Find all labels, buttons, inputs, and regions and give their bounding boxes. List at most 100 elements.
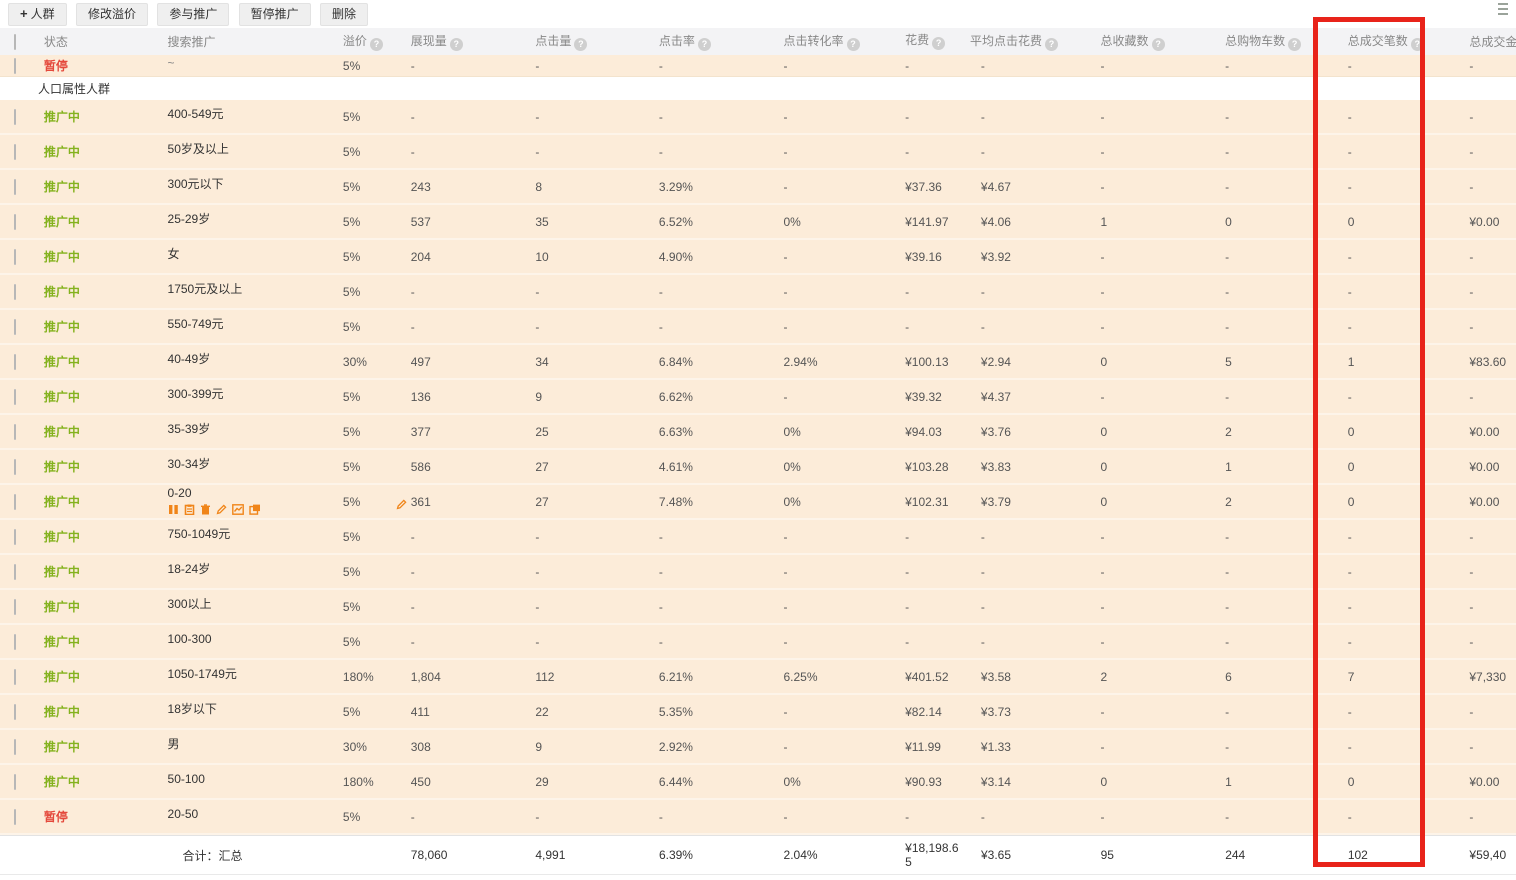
row-checkbox[interactable]	[14, 668, 16, 685]
row-checkbox[interactable]	[14, 178, 16, 195]
table-header: 状态 搜索推广 溢价? 展现量? 点击量? 点击率? 点击转化率? 花费? 平均…	[0, 28, 1516, 55]
row-checkbox[interactable]	[14, 248, 16, 265]
total-row: 合计：汇总 78,060 4,991 6.39% 2.04% ¥18,198.6…	[0, 835, 1516, 875]
row-checkbox[interactable]	[14, 458, 16, 475]
row-checkbox[interactable]	[14, 633, 16, 650]
clicks-value: -	[535, 634, 540, 649]
impressions-value: -	[410, 284, 415, 299]
status-badge: 推广中	[43, 320, 80, 334]
audience-name: 300以上	[167, 597, 212, 611]
help-icon[interactable]: ?	[846, 38, 860, 51]
column-settings-icon[interactable]	[1498, 3, 1508, 15]
cpc-value: -	[980, 634, 985, 649]
row-checkbox[interactable]	[14, 738, 16, 755]
cpc-value: ¥2.94	[980, 354, 1011, 369]
select-all-checkbox[interactable]	[14, 33, 16, 50]
col-cvr: 点击转化率?	[774, 32, 896, 51]
row-checkbox[interactable]	[14, 318, 16, 335]
premium-edit-pencil-icon[interactable]	[396, 498, 407, 510]
join-promotion-button[interactable]: 参与推广	[157, 3, 230, 26]
status-badge: 推广中	[43, 635, 80, 649]
row-checkbox[interactable]	[14, 703, 16, 720]
premium-value: 5%	[342, 599, 361, 614]
cpc-value: -	[980, 564, 985, 579]
delete-icon[interactable]	[200, 503, 211, 515]
add-audience-button[interactable]: + 人群	[8, 3, 67, 26]
help-icon[interactable]: ?	[369, 38, 383, 51]
favorites-value: 1	[1100, 214, 1108, 229]
cost-value: -	[905, 58, 910, 73]
cpc-value: -	[980, 809, 985, 824]
row-checkbox[interactable]	[14, 388, 16, 405]
copy-icon[interactable]	[248, 504, 261, 515]
total-impressions: 78,060	[410, 848, 448, 862]
amount-value: -	[1469, 704, 1474, 719]
report-icon[interactable]	[184, 504, 195, 515]
favorites-value: 0	[1100, 494, 1108, 509]
row-checkbox[interactable]	[14, 493, 16, 510]
pause-promotion-button[interactable]: 暂停推广	[238, 3, 311, 26]
premium-value: 5%	[342, 284, 361, 299]
cost-value: -	[905, 529, 910, 544]
orders-value: -	[1347, 389, 1352, 404]
col-search-promo: 搜索推广	[167, 35, 216, 49]
cvr-value: -	[783, 564, 788, 579]
clicks-value: 112	[535, 669, 555, 684]
cost-value: -	[905, 109, 910, 124]
status-badge: 推广中	[43, 670, 80, 684]
favorites-value: -	[1100, 249, 1105, 264]
help-icon[interactable]: ?	[449, 38, 463, 51]
ctr-value: -	[658, 284, 663, 299]
carts-value: 5	[1225, 354, 1232, 369]
impressions-value: -	[410, 319, 415, 334]
orders-value: -	[1347, 739, 1352, 754]
help-icon[interactable]: ?	[932, 37, 946, 50]
row-checkbox[interactable]	[14, 563, 16, 580]
impressions-value: 450	[410, 774, 431, 789]
favorites-value: -	[1100, 58, 1105, 73]
help-icon[interactable]: ?	[1410, 38, 1424, 51]
impressions-value: 377	[410, 424, 431, 439]
col-premium: 溢价?	[337, 32, 403, 51]
delete-button[interactable]: 删除	[320, 3, 369, 26]
row-checkbox[interactable]	[14, 773, 16, 790]
cost-value: ¥37.36	[905, 179, 942, 194]
row-checkbox[interactable]	[14, 808, 16, 825]
help-icon[interactable]: ?	[574, 38, 588, 51]
orders-value: -	[1347, 109, 1352, 124]
help-icon[interactable]: ?	[697, 38, 711, 51]
row-checkbox[interactable]	[14, 143, 16, 160]
row-checkbox[interactable]	[14, 213, 16, 230]
help-icon[interactable]: ?	[1288, 38, 1302, 51]
cvr-value: -	[783, 529, 788, 544]
orders-value: -	[1347, 58, 1352, 73]
chart-icon[interactable]	[231, 503, 244, 515]
modify-premium-button[interactable]: 修改溢价	[75, 3, 148, 26]
edit-icon[interactable]	[216, 503, 227, 515]
carts-value: -	[1225, 739, 1230, 754]
cost-value: -	[905, 319, 910, 334]
row-checkbox[interactable]	[14, 598, 16, 615]
amount-value: -	[1469, 284, 1474, 299]
carts-value: -	[1225, 319, 1230, 334]
pause-icon[interactable]	[168, 504, 179, 515]
status-badge: 推广中	[43, 495, 80, 509]
help-icon[interactable]: ?	[1151, 38, 1165, 51]
favorites-value: 0	[1100, 774, 1108, 789]
row-checkbox[interactable]	[14, 528, 16, 545]
row-checkbox[interactable]	[14, 57, 16, 74]
ctr-value: 6.62%	[658, 389, 693, 404]
table-row: 推广中 50-100 180% 450 29 6.44% 0% ¥90.93 ¥…	[0, 765, 1516, 800]
row-checkbox[interactable]	[14, 283, 16, 300]
row-checkbox[interactable]	[14, 108, 16, 125]
amount-value: -	[1469, 599, 1474, 614]
impressions-value: -	[410, 58, 415, 73]
impressions-value: -	[410, 529, 415, 544]
cpc-value: ¥3.83	[980, 459, 1011, 474]
row-checkbox[interactable]	[14, 423, 16, 440]
row-checkbox[interactable]	[14, 353, 16, 370]
help-icon[interactable]: ?	[1044, 38, 1058, 51]
status-badge: 推广中	[43, 565, 80, 579]
carts-value: -	[1225, 634, 1230, 649]
orders-value: 0	[1347, 424, 1355, 439]
